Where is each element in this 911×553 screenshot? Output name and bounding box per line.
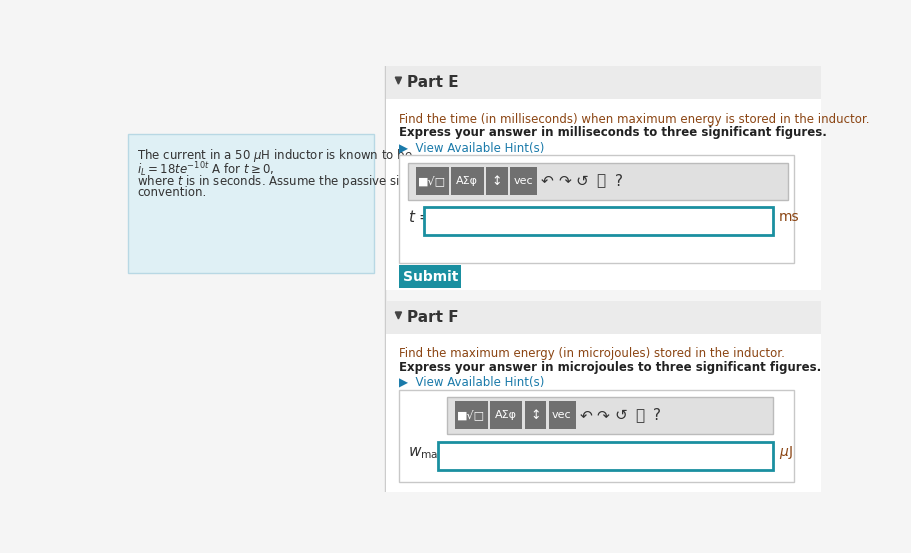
Text: Part F: Part F xyxy=(406,310,458,325)
Polygon shape xyxy=(394,77,401,84)
Text: ?: ? xyxy=(652,408,660,422)
FancyBboxPatch shape xyxy=(424,207,772,235)
FancyBboxPatch shape xyxy=(548,401,575,429)
Text: $\mu$J: $\mu$J xyxy=(778,445,792,461)
FancyBboxPatch shape xyxy=(509,167,537,195)
FancyBboxPatch shape xyxy=(128,134,374,273)
Text: ↕: ↕ xyxy=(491,175,502,187)
Text: $t$ =: $t$ = xyxy=(408,209,432,225)
Text: ↺: ↺ xyxy=(575,174,588,189)
Text: $w_\mathrm{max}$ =: $w_\mathrm{max}$ = xyxy=(408,445,462,461)
FancyBboxPatch shape xyxy=(385,333,820,492)
Text: ↕: ↕ xyxy=(530,409,540,422)
Text: ▶  View Available Hint(s): ▶ View Available Hint(s) xyxy=(399,142,544,155)
FancyBboxPatch shape xyxy=(399,155,793,263)
Text: ⌹: ⌹ xyxy=(596,174,605,189)
Text: convention.: convention. xyxy=(137,186,206,200)
Text: Find the maximum energy (in microjoules) stored in the inductor.: Find the maximum energy (in microjoules)… xyxy=(399,347,784,359)
FancyBboxPatch shape xyxy=(455,401,487,429)
Text: Find the time (in milliseconds) when maximum energy is stored in the inductor.: Find the time (in milliseconds) when max… xyxy=(399,113,869,126)
Text: $i_L = 18te^{-10t}$ A for $t \geq 0$,: $i_L = 18te^{-10t}$ A for $t \geq 0$, xyxy=(137,160,274,179)
FancyBboxPatch shape xyxy=(399,390,793,482)
Text: ↶: ↶ xyxy=(579,408,592,422)
Text: ■√□: ■√□ xyxy=(418,176,446,186)
Text: ?: ? xyxy=(614,174,622,189)
Text: ▶  View Available Hint(s): ▶ View Available Hint(s) xyxy=(399,376,544,389)
Text: AΣφ: AΣφ xyxy=(456,176,478,186)
Text: ■√□: ■√□ xyxy=(456,410,485,420)
Text: Part E: Part E xyxy=(406,75,458,90)
Text: ↷: ↷ xyxy=(596,408,609,422)
FancyBboxPatch shape xyxy=(114,66,820,492)
FancyBboxPatch shape xyxy=(486,167,507,195)
Text: ms: ms xyxy=(778,210,799,225)
Text: Submit: Submit xyxy=(402,269,457,284)
Text: vec: vec xyxy=(551,410,571,420)
FancyBboxPatch shape xyxy=(524,401,546,429)
Text: ↺: ↺ xyxy=(614,408,627,422)
FancyBboxPatch shape xyxy=(451,167,483,195)
FancyBboxPatch shape xyxy=(446,398,772,435)
Polygon shape xyxy=(394,312,401,319)
Text: ⌹: ⌹ xyxy=(634,408,643,422)
Text: where $t$ is in seconds. Assume the passive sign: where $t$ is in seconds. Assume the pass… xyxy=(137,174,415,190)
Text: AΣφ: AΣφ xyxy=(495,410,517,420)
Text: Express your answer in milliseconds to three significant figures.: Express your answer in milliseconds to t… xyxy=(399,127,826,139)
FancyBboxPatch shape xyxy=(399,265,461,288)
Text: Express your answer in microjoules to three significant figures.: Express your answer in microjoules to th… xyxy=(399,361,821,373)
FancyBboxPatch shape xyxy=(437,442,772,470)
FancyBboxPatch shape xyxy=(489,401,522,429)
Text: vec: vec xyxy=(513,176,532,186)
Text: ↷: ↷ xyxy=(558,174,570,189)
Text: ↶: ↶ xyxy=(540,174,553,189)
FancyBboxPatch shape xyxy=(415,167,448,195)
FancyBboxPatch shape xyxy=(385,98,820,290)
FancyBboxPatch shape xyxy=(385,301,820,333)
FancyBboxPatch shape xyxy=(408,163,787,200)
Text: The current in a 50 $\mu$H inductor is known to be: The current in a 50 $\mu$H inductor is k… xyxy=(137,147,413,164)
FancyBboxPatch shape xyxy=(385,66,820,98)
